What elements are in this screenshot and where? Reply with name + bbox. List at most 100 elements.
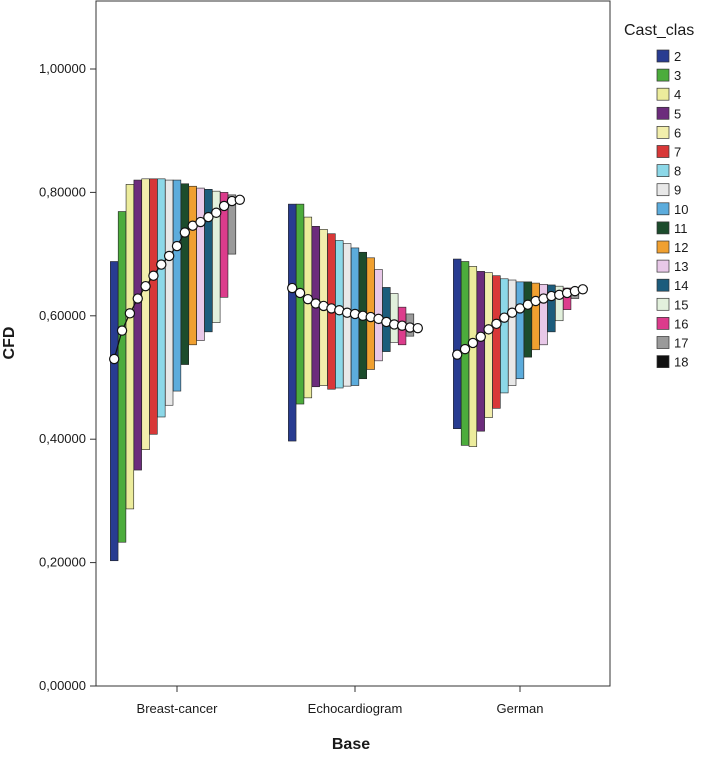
bar-Echocardiogram-2 (288, 203, 297, 442)
bar-Breast-cancer-12 (188, 185, 197, 346)
legend-label-2: 2 (674, 49, 681, 64)
mean-marker-Breast-cancer-2 (108, 353, 120, 365)
legend-label-13: 13 (674, 259, 688, 274)
mean-marker-German-3 (459, 343, 471, 355)
bar-Breast-cancer-4 (125, 184, 135, 510)
legend-swatch-18 (656, 355, 670, 368)
legend-swatch-5 (656, 106, 670, 120)
bar-Breast-cancer-5 (133, 179, 142, 471)
x-axis-title: Base (332, 736, 370, 753)
legend-title: Cast_clas (624, 22, 694, 39)
bar-Breast-cancer-10 (172, 179, 182, 392)
mean-marker-Breast-cancer-7 (148, 270, 159, 281)
mean-marker-German-5 (475, 331, 486, 342)
legend-label-10: 10 (674, 202, 688, 217)
legend-label-18: 18 (674, 355, 688, 370)
bar-Breast-cancer-2 (110, 261, 119, 562)
bar-Breast-cancer-9 (165, 179, 174, 406)
legend-swatch-17 (656, 336, 670, 349)
legend-swatch-14 (656, 278, 670, 292)
legend-swatch-13 (656, 259, 670, 273)
mean-marker-German-7 (491, 318, 502, 330)
bar-Echocardiogram-15 (390, 293, 399, 343)
mean-marker-German-2 (452, 349, 463, 360)
bar-German-4 (468, 266, 478, 447)
mean-marker-Breast-cancer-5 (132, 293, 143, 304)
legend-label-12: 12 (674, 240, 688, 255)
legend-swatch-7 (656, 145, 670, 158)
legend-label-16: 16 (674, 316, 688, 331)
mean-marker-Breast-cancer-18 (234, 194, 245, 205)
legend-swatch-10 (656, 202, 670, 216)
legend-label-6: 6 (674, 125, 681, 140)
y-tick-label: 1,00000 (39, 61, 86, 76)
mean-marker-Echocardiogram-18 (412, 322, 423, 334)
mean-marker-Breast-cancer-13 (195, 216, 206, 228)
legend-swatch-11 (656, 221, 670, 235)
y-tick-label: 0,60000 (39, 308, 86, 323)
mean-marker-Breast-cancer-16 (218, 200, 230, 212)
y-axis-title: CFD (1, 327, 18, 360)
legend-label-4: 4 (674, 87, 681, 102)
mean-marker-German-4 (467, 337, 479, 349)
bar-Breast-cancer-8 (157, 178, 166, 418)
legend-label-5: 5 (674, 106, 681, 121)
bar-German-8 (500, 278, 509, 394)
legend-label-3: 3 (674, 68, 681, 83)
bar-German-10 (515, 281, 525, 380)
bar-Breast-cancer-13 (196, 187, 205, 341)
legend-swatch-6 (656, 126, 670, 139)
legend-label-17: 17 (674, 336, 688, 351)
y-tick-label: 0,20000 (39, 555, 86, 570)
mean-marker-German-6 (483, 324, 494, 335)
legend-label-15: 15 (674, 297, 688, 312)
x-axis: Breast-cancer Echocardiogram German (137, 686, 544, 716)
mean-marker-Breast-cancer-15 (211, 207, 222, 218)
mean-marker-Breast-cancer-4 (124, 308, 136, 319)
bar-German-11 (523, 281, 532, 358)
bar-German-7 (492, 275, 501, 409)
y-axis: 0,00000 0,20000 0,40000 0,60000 0,80000 1,000… (39, 61, 96, 693)
bar-Breast-cancer-14 (204, 189, 213, 333)
bar-German-6 (484, 272, 493, 418)
x-tick-label: Breast-cancer (137, 701, 219, 716)
mean-marker-German-9 (506, 307, 518, 318)
bar-Breast-cancer-11 (180, 183, 189, 365)
mean-marker-Breast-cancer-8 (156, 259, 167, 270)
mean-marker-Echocardiogram-3 (294, 287, 306, 299)
bar-Breast-cancer-3 (117, 211, 127, 543)
mean-markers-layer (108, 194, 589, 365)
y-tick-label: 0,40000 (39, 431, 86, 446)
mean-marker-Breast-cancer-14 (203, 211, 214, 223)
legend-swatch-12 (656, 240, 670, 254)
legend-label-7: 7 (674, 145, 681, 160)
bar-German-12 (531, 282, 540, 351)
mean-marker-Breast-cancer-9 (163, 250, 175, 262)
legend-swatch-15 (656, 297, 670, 311)
bar-German-2 (453, 258, 462, 430)
bar-Breast-cancer-6 (141, 178, 150, 450)
mean-marker-Breast-cancer-3 (116, 325, 128, 336)
legend: Cast_clas 2 3 4 5 6 7 8 9 10 11 12 13 14 15 16 17 18 (624, 22, 694, 370)
mean-marker-German-8 (499, 312, 510, 323)
mean-marker-Echocardiogram-4 (302, 293, 314, 305)
mean-marker-Breast-cancer-6 (140, 280, 151, 292)
bar-German-9 (507, 279, 517, 386)
x-tick-label: German (497, 701, 544, 716)
mean-marker-Echocardiogram-2 (287, 282, 298, 294)
legend-label-9: 9 (674, 183, 681, 198)
mean-marker-Breast-cancer-11 (179, 227, 191, 238)
mean-marker-German-18 (577, 284, 589, 295)
bar-Breast-cancer-7 (149, 178, 158, 435)
bar-Echocardiogram-3 (295, 203, 305, 405)
legend-swatch-8 (656, 164, 670, 177)
bar-German-5 (476, 271, 485, 432)
bar-Breast-cancer-17 (227, 194, 237, 255)
legend-swatch-9 (656, 183, 670, 197)
legend-label-14: 14 (674, 278, 688, 293)
y-tick-label: 0,00000 (39, 678, 86, 693)
legend-swatch-3 (656, 68, 670, 82)
legend-swatch-2 (656, 49, 670, 63)
